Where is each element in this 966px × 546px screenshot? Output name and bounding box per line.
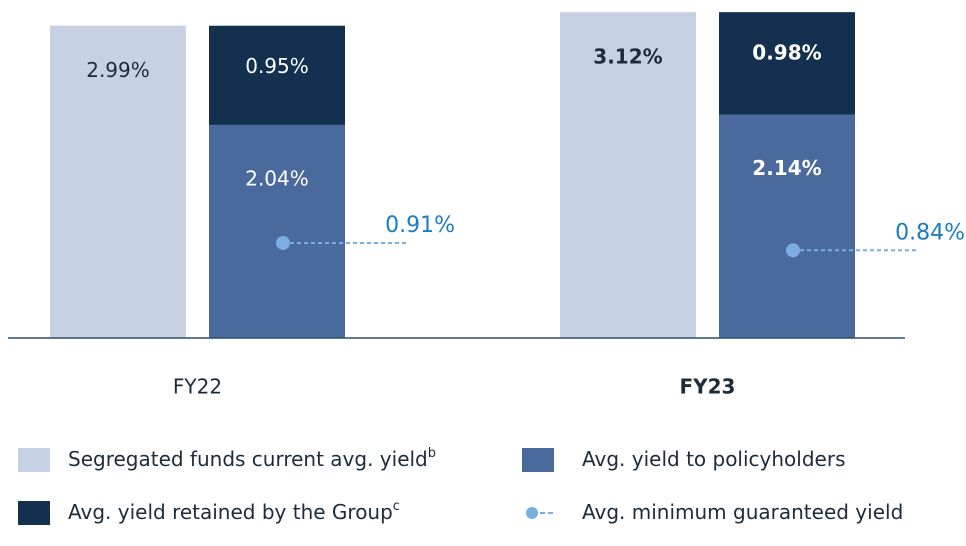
bar xyxy=(50,25,186,338)
legend-name: Segregated funds current avg. yield xyxy=(68,447,428,471)
category-label: FY23 xyxy=(680,375,736,399)
guarantee-dot xyxy=(786,243,800,258)
legend-item: Avg. minimum guaranteed yield xyxy=(526,500,903,524)
value-label: 0.95% xyxy=(245,54,309,78)
legend-item: Avg. yield retained by the Groupc xyxy=(18,499,400,525)
legend-label: Avg. minimum guaranteed yield xyxy=(582,500,903,524)
guarantee-label: 0.84% xyxy=(895,220,965,245)
value-label: 2.04% xyxy=(245,166,309,190)
legend-name: Avg. minimum guaranteed yield xyxy=(582,500,903,524)
bar xyxy=(719,114,855,338)
legend-name: Avg. yield to policyholders xyxy=(582,447,846,471)
bar xyxy=(209,124,345,338)
legend-label: Avg. yield to policyholders xyxy=(582,447,846,471)
legend-dot xyxy=(526,507,538,519)
guarantee-dot xyxy=(276,235,290,250)
value-label: 2.99% xyxy=(86,58,150,82)
bar xyxy=(719,12,855,115)
value-label: 2.14% xyxy=(752,156,821,180)
value-label: 0.98% xyxy=(752,41,821,65)
bar xyxy=(209,25,345,125)
bar xyxy=(560,12,696,339)
legend-label: Segregated funds current avg. yieldb xyxy=(68,446,436,471)
category-label: FY22 xyxy=(173,375,222,399)
legend-footnote: b xyxy=(428,446,436,461)
legend-swatch xyxy=(18,448,50,472)
legend-item: Segregated funds current avg. yieldb xyxy=(18,446,436,472)
guarantee-label: 0.91% xyxy=(385,213,455,238)
legend-item: Avg. yield to policyholders xyxy=(522,447,846,472)
legend-swatch xyxy=(522,448,554,472)
legend-swatch xyxy=(18,501,50,525)
value-label: 3.12% xyxy=(593,45,662,69)
legend-footnote: c xyxy=(393,499,400,514)
legend-label: Avg. yield retained by the Groupc xyxy=(68,499,400,524)
legend-name: Avg. yield retained by the Group xyxy=(68,500,393,524)
